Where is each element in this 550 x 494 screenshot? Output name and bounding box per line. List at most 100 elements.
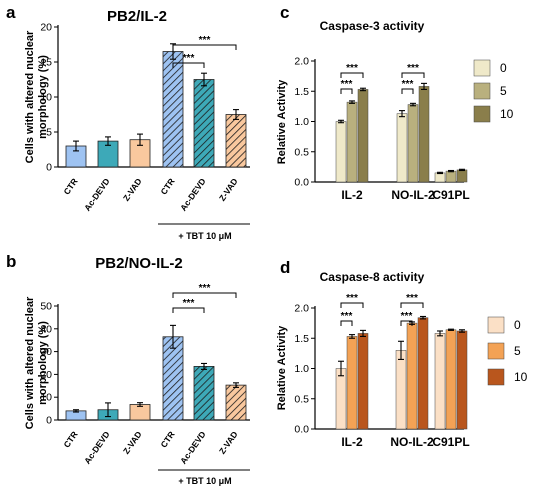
significance-label: ***	[183, 53, 195, 64]
chart-title: Caspase-3 activity	[320, 19, 425, 33]
legend-label: 5	[514, 344, 521, 358]
significance-label: ***	[199, 283, 211, 294]
significance-bracket	[340, 88, 353, 94]
bar	[335, 368, 347, 430]
bar	[407, 104, 419, 183]
y-axis-label: Cells with altered nuclear	[24, 296, 36, 429]
bar	[225, 114, 247, 168]
x-tick-label: Z-VAD	[121, 429, 144, 455]
y-tick-label: 20	[40, 22, 52, 34]
treatment-label: + TBT 10 μM	[178, 476, 231, 486]
panel-c: c Caspase-3 activity Relative Activity 0.0 0…	[276, 3, 514, 202]
significance-label: ***	[401, 311, 413, 322]
legend: 0 5 10	[487, 316, 528, 386]
y-tick-label: 30	[40, 346, 52, 358]
significance-bracket	[172, 292, 237, 298]
x-tick-label: Z-VAD	[121, 176, 144, 202]
x-tick-label: IL-2	[341, 188, 363, 202]
y-axis-label: Relative Activity	[276, 79, 288, 164]
y-tick-label: 2.0	[294, 303, 309, 315]
legend: 0 5 10	[473, 59, 514, 123]
y-axis-label: morphology (%)	[37, 55, 49, 139]
bar	[162, 336, 184, 421]
y-tick-label: 0.0	[294, 177, 309, 189]
bar	[396, 113, 408, 183]
bar	[434, 172, 446, 183]
legend-swatch	[473, 105, 491, 123]
treatment-label: + TBT 10 μM	[178, 231, 231, 241]
x-tick-label: IL-2	[341, 435, 363, 449]
y-tick-label: 40	[40, 323, 52, 335]
bar	[193, 366, 215, 421]
significance-bracket	[401, 72, 425, 78]
bar	[456, 330, 468, 430]
bar	[445, 170, 457, 183]
bar	[434, 333, 446, 430]
y-tick-label: 0.5	[294, 146, 309, 158]
significance-label: ***	[406, 293, 418, 304]
x-tick-label: NO-IL-2	[390, 435, 434, 449]
legend-label: 5	[500, 84, 507, 98]
significance-label: ***	[341, 79, 353, 90]
y-tick-label: 5	[46, 127, 52, 139]
legend-swatch	[487, 342, 505, 360]
significance-bracket	[172, 62, 205, 68]
legend-label: 10	[500, 107, 514, 121]
significance-label: ***	[402, 79, 414, 90]
x-tick-label: Z-VAD	[217, 429, 240, 455]
legend-swatch	[473, 82, 491, 100]
bar	[225, 384, 247, 421]
significance-label: ***	[346, 293, 358, 304]
x-tick-label: CTR	[158, 429, 176, 449]
y-tick-label: 1.0	[294, 363, 309, 375]
bar	[193, 79, 215, 168]
legend-label: 0	[500, 61, 507, 75]
significance-bracket	[340, 302, 364, 308]
significance-bracket	[340, 72, 364, 78]
y-tick-label: 1.5	[294, 333, 309, 345]
bar	[335, 121, 347, 183]
y-tick-label: 20	[40, 369, 52, 381]
panel-d: d Caspase-8 activity Relative Activity 0.0 0…	[276, 258, 528, 449]
y-tick-label: 15	[40, 57, 52, 69]
y-tick-label: 10	[40, 392, 52, 404]
chart-title: Caspase-8 activity	[320, 270, 425, 284]
bar	[162, 51, 184, 168]
y-axis-label: morphology (%)	[37, 321, 49, 405]
significance-label: ***	[183, 298, 195, 309]
significance-bracket	[340, 320, 353, 326]
bar	[357, 89, 369, 183]
bar	[445, 329, 457, 430]
y-tick-label: 50	[40, 301, 52, 313]
y-tick-label: 0	[46, 162, 52, 174]
y-tick-label: 1.5	[294, 86, 309, 98]
bar	[406, 322, 418, 430]
chart-title: PB2/IL-2	[107, 8, 167, 25]
significance-label: ***	[407, 63, 419, 74]
panel-label: c	[280, 3, 289, 22]
bar	[418, 86, 430, 183]
legend-swatch	[473, 59, 491, 77]
significance-bracket	[400, 320, 413, 326]
significance-bracket	[400, 302, 424, 308]
y-axis-label: Relative Activity	[276, 325, 288, 410]
x-tick-label: CTR	[61, 176, 79, 196]
y-axis-label: Cells with altered nuclear	[24, 30, 36, 163]
y-tick-label: 2.0	[294, 56, 309, 68]
bar	[395, 350, 407, 430]
y-tick-label: 10	[40, 92, 52, 104]
x-tick-label: CTR	[61, 429, 79, 449]
bar	[357, 333, 369, 430]
bar	[456, 169, 468, 183]
x-tick-label: Ac-DEVD	[178, 176, 208, 212]
panel-a: a PB2/IL-2 Cells with altered nuclear morph…	[6, 3, 250, 241]
panel-b: b PB2/NO-IL-2 Cells with altered nuclear mo…	[6, 252, 250, 486]
panel-label: a	[6, 3, 16, 22]
x-tick-label: Ac-DEVD	[82, 176, 112, 212]
y-tick-label: 0	[46, 415, 52, 427]
legend-swatch	[487, 316, 505, 334]
y-tick-label: 1.0	[294, 116, 309, 128]
significance-bracket	[172, 307, 205, 313]
y-tick-label: 0.5	[294, 393, 309, 405]
legend-swatch	[487, 368, 505, 386]
